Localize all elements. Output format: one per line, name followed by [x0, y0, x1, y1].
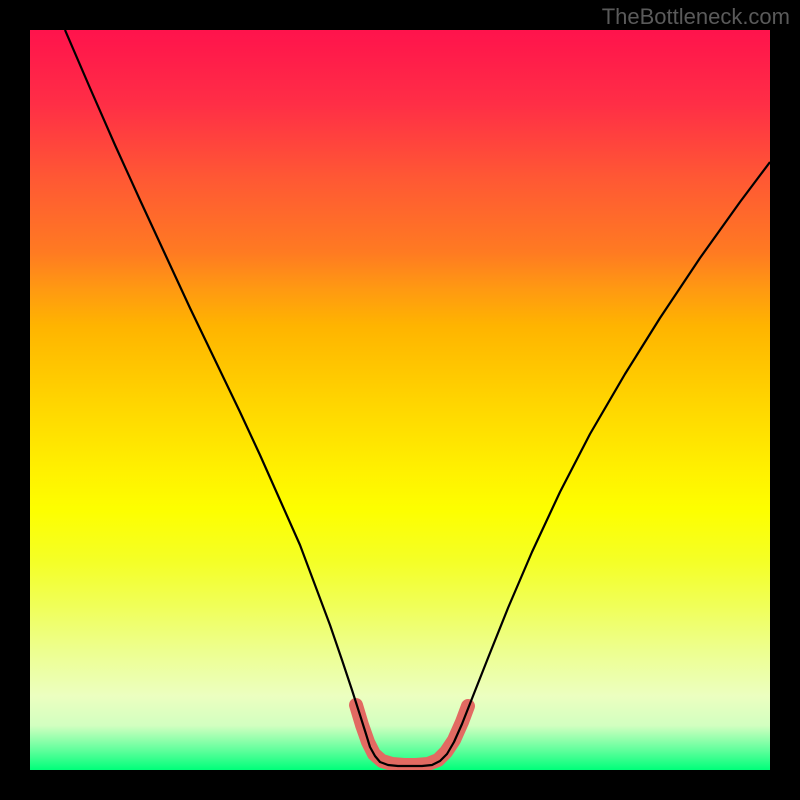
chart-plot-area — [30, 30, 770, 770]
watermark-text: TheBottleneck.com — [602, 4, 790, 30]
highlight-segment — [356, 705, 468, 765]
bottleneck-curve — [65, 30, 770, 766]
chart-svg — [30, 30, 770, 770]
